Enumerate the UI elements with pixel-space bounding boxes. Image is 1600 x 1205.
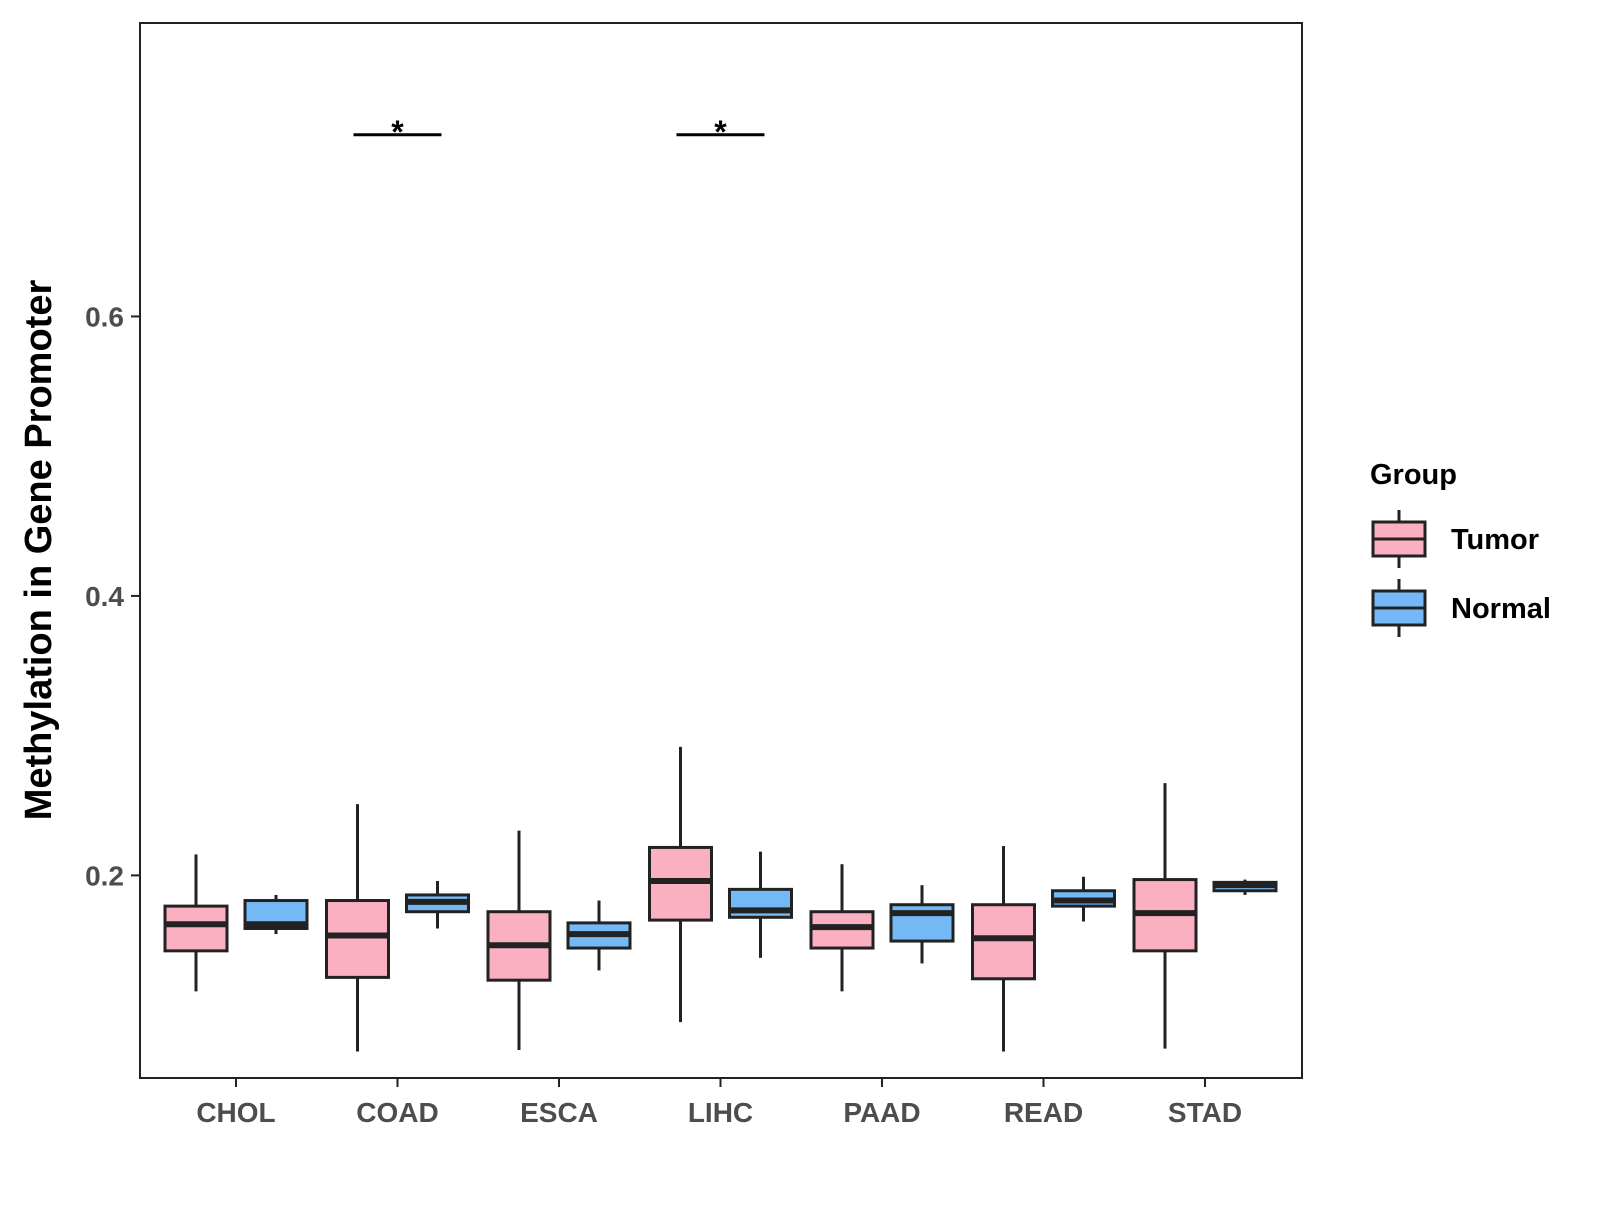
x-tick-label-chol: CHOL — [196, 1097, 275, 1128]
y-axis-title: Methylation in Gene Promoter — [18, 280, 60, 821]
y-tick-label: 0.4 — [85, 581, 124, 612]
legend-item-tumor: Tumor — [1371, 510, 1539, 568]
box-tumor-esca — [486, 830, 552, 1051]
x-tick-label-paad: PAAD — [843, 1097, 920, 1128]
x-tick-label-esca: ESCA — [520, 1097, 598, 1128]
box-tumor-coad — [325, 804, 390, 1052]
box-tumor-stad — [1132, 783, 1198, 1049]
box-tumor-read — [971, 846, 1036, 1052]
y-axis: 0.2 0.4 0.6 — [85, 301, 140, 891]
x-axis: CHOL COAD ESCA LIHC PAAD READ STAD — [196, 1078, 1242, 1128]
box-normal-lihc — [728, 851, 793, 958]
box-tumor-lihc — [648, 746, 713, 1023]
box-normal-coad — [405, 880, 470, 929]
x-tick-label-coad: COAD — [356, 1097, 438, 1128]
significance-star-coad: * — [391, 114, 404, 150]
box-group — [163, 746, 1278, 1052]
plot-panel-border — [139, 22, 1303, 1079]
box-normal-chol — [243, 894, 309, 935]
y-tick-label: 0.6 — [85, 301, 124, 332]
legend-title: Group — [1370, 459, 1457, 491]
significance-star-lihc: * — [714, 114, 727, 150]
y-tick-label: 0.2 — [85, 860, 124, 891]
box-tumor-paad — [809, 864, 875, 992]
legend-label-tumor: Tumor — [1451, 524, 1539, 556]
legend-label-normal: Normal — [1451, 593, 1551, 625]
x-tick-label-lihc: LIHC — [688, 1097, 753, 1128]
box-normal-stad — [1212, 879, 1278, 895]
box-body — [325, 899, 390, 979]
box-normal-esca — [566, 900, 632, 971]
x-tick-label-read: READ — [1004, 1097, 1083, 1128]
box-body — [163, 904, 229, 953]
box-tumor-chol — [163, 854, 229, 992]
legend: Group Tumor Normal — [1370, 459, 1551, 637]
x-tick-label-stad: STAD — [1168, 1097, 1242, 1128]
box-normal-read — [1051, 876, 1116, 922]
significance-annotations: * * — [353, 114, 765, 150]
box-normal-paad — [889, 885, 955, 964]
box-body — [971, 903, 1036, 981]
legend-item-normal: Normal — [1371, 579, 1551, 637]
